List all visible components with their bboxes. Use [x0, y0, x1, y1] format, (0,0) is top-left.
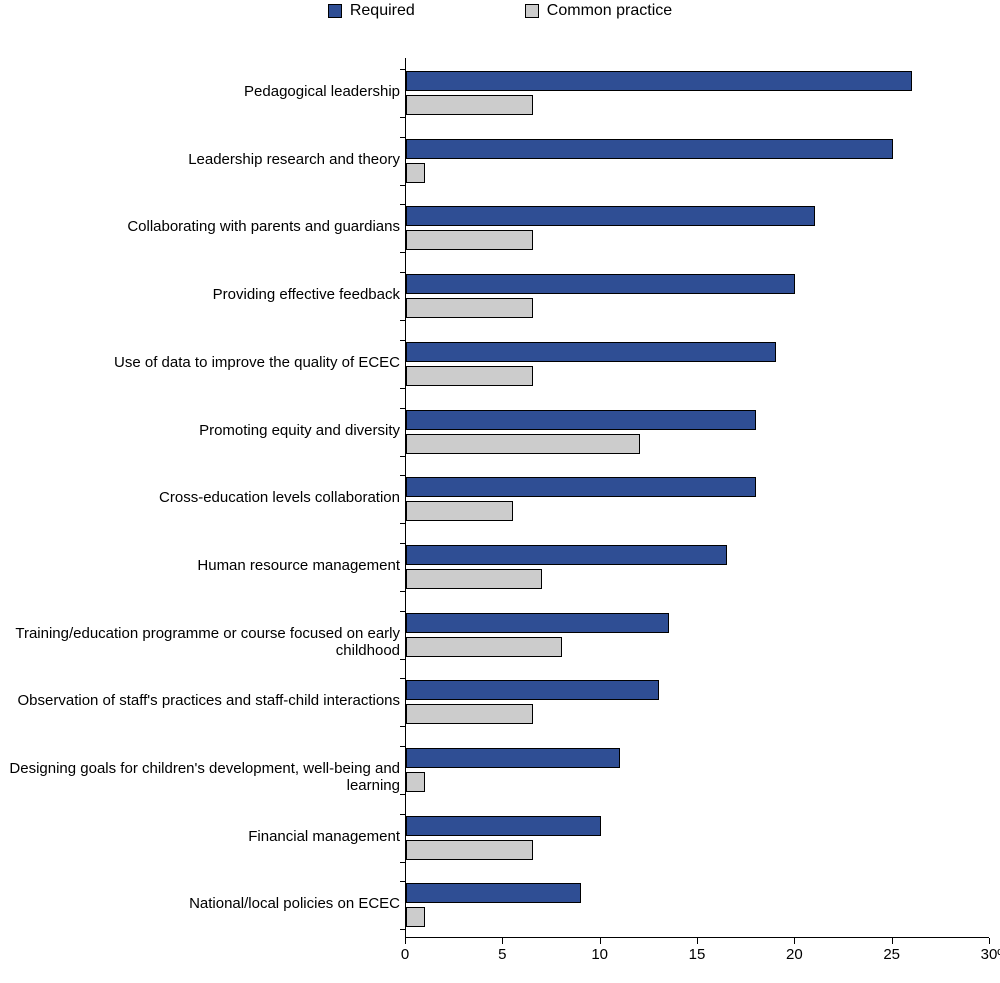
y-axis-category-label: Observation of staff's practices and sta… [5, 692, 400, 709]
bar-required [406, 613, 669, 633]
y-tick [400, 746, 405, 747]
x-tick-label: 0 [401, 946, 409, 963]
bar-common [406, 772, 425, 792]
y-tick [400, 340, 405, 341]
bar-required [406, 342, 776, 362]
y-tick [400, 388, 405, 389]
y-tick [400, 185, 405, 186]
y-tick [400, 929, 405, 930]
y-tick [400, 659, 405, 660]
y-axis-category-label: Use of data to improve the quality of EC… [5, 354, 400, 371]
y-tick [400, 204, 405, 205]
y-axis-category-label: National/local policies on ECEC [5, 895, 400, 912]
bar-required [406, 883, 581, 903]
bar-required [406, 816, 601, 836]
y-tick [400, 69, 405, 70]
y-tick [400, 475, 405, 476]
bar-required [406, 477, 756, 497]
x-tick-label: 10 [591, 946, 608, 963]
bar-common [406, 163, 425, 183]
bar-common [406, 366, 533, 386]
y-axis-category-label: Cross-education levels collaboration [5, 489, 400, 506]
y-tick [400, 611, 405, 612]
x-tick [405, 938, 406, 944]
bar-common [406, 95, 533, 115]
y-tick [400, 543, 405, 544]
y-tick [400, 252, 405, 253]
x-tick [794, 938, 795, 944]
y-tick [400, 523, 405, 524]
x-tick [697, 938, 698, 944]
y-axis-category-label: Designing goals for children's developme… [5, 760, 400, 795]
bar-common [406, 501, 513, 521]
y-axis-category-label: Promoting equity and diversity [5, 422, 400, 439]
legend-swatch-common [525, 4, 539, 18]
x-tick-label: 20 [786, 946, 803, 963]
y-tick [400, 456, 405, 457]
x-tick [989, 938, 990, 944]
bar-common [406, 840, 533, 860]
bar-common [406, 434, 640, 454]
bar-required [406, 139, 893, 159]
chart-container: Required Common practice % 051015202530P… [0, 0, 1000, 983]
y-axis-category-label: Leadership research and theory [5, 151, 400, 168]
legend-item-common: Common practice [525, 2, 672, 20]
bar-required [406, 748, 620, 768]
bar-common [406, 704, 533, 724]
x-tick-label: 25 [883, 946, 900, 963]
y-tick [400, 726, 405, 727]
bar-common [406, 298, 533, 318]
y-axis-category-label: Training/education programme or course f… [5, 625, 400, 660]
y-axis-category-label: Human resource management [5, 557, 400, 574]
y-axis-category-label: Financial management [5, 828, 400, 845]
y-tick [400, 272, 405, 273]
y-axis-category-label: Pedagogical leadership [5, 83, 400, 100]
legend-item-required: Required [328, 2, 415, 20]
y-tick [400, 881, 405, 882]
bar-common [406, 637, 562, 657]
bar-required [406, 545, 727, 565]
x-tick-label: 30 [981, 946, 998, 963]
y-axis-category-label: Collaborating with parents and guardians [5, 218, 400, 235]
y-tick [400, 678, 405, 679]
y-tick [400, 862, 405, 863]
plot-area [405, 58, 989, 938]
legend-label-common: Common practice [547, 2, 672, 20]
legend-swatch-required [328, 4, 342, 18]
bar-required [406, 71, 912, 91]
bar-common [406, 569, 542, 589]
bar-common [406, 230, 533, 250]
bar-required [406, 206, 815, 226]
y-axis-category-label: Providing effective feedback [5, 286, 400, 303]
x-tick [600, 938, 601, 944]
bar-required [406, 410, 756, 430]
bar-required [406, 274, 795, 294]
y-tick [400, 137, 405, 138]
y-tick [400, 408, 405, 409]
legend: Required Common practice [0, 2, 1000, 20]
x-tick [892, 938, 893, 944]
y-tick [400, 117, 405, 118]
y-tick [400, 814, 405, 815]
bar-common [406, 907, 425, 927]
x-tick-label: 15 [689, 946, 706, 963]
bar-required [406, 680, 659, 700]
y-tick [400, 591, 405, 592]
legend-label-required: Required [350, 2, 415, 20]
y-tick [400, 320, 405, 321]
x-tick-label: 5 [498, 946, 506, 963]
x-tick [502, 938, 503, 944]
y-tick [400, 794, 405, 795]
